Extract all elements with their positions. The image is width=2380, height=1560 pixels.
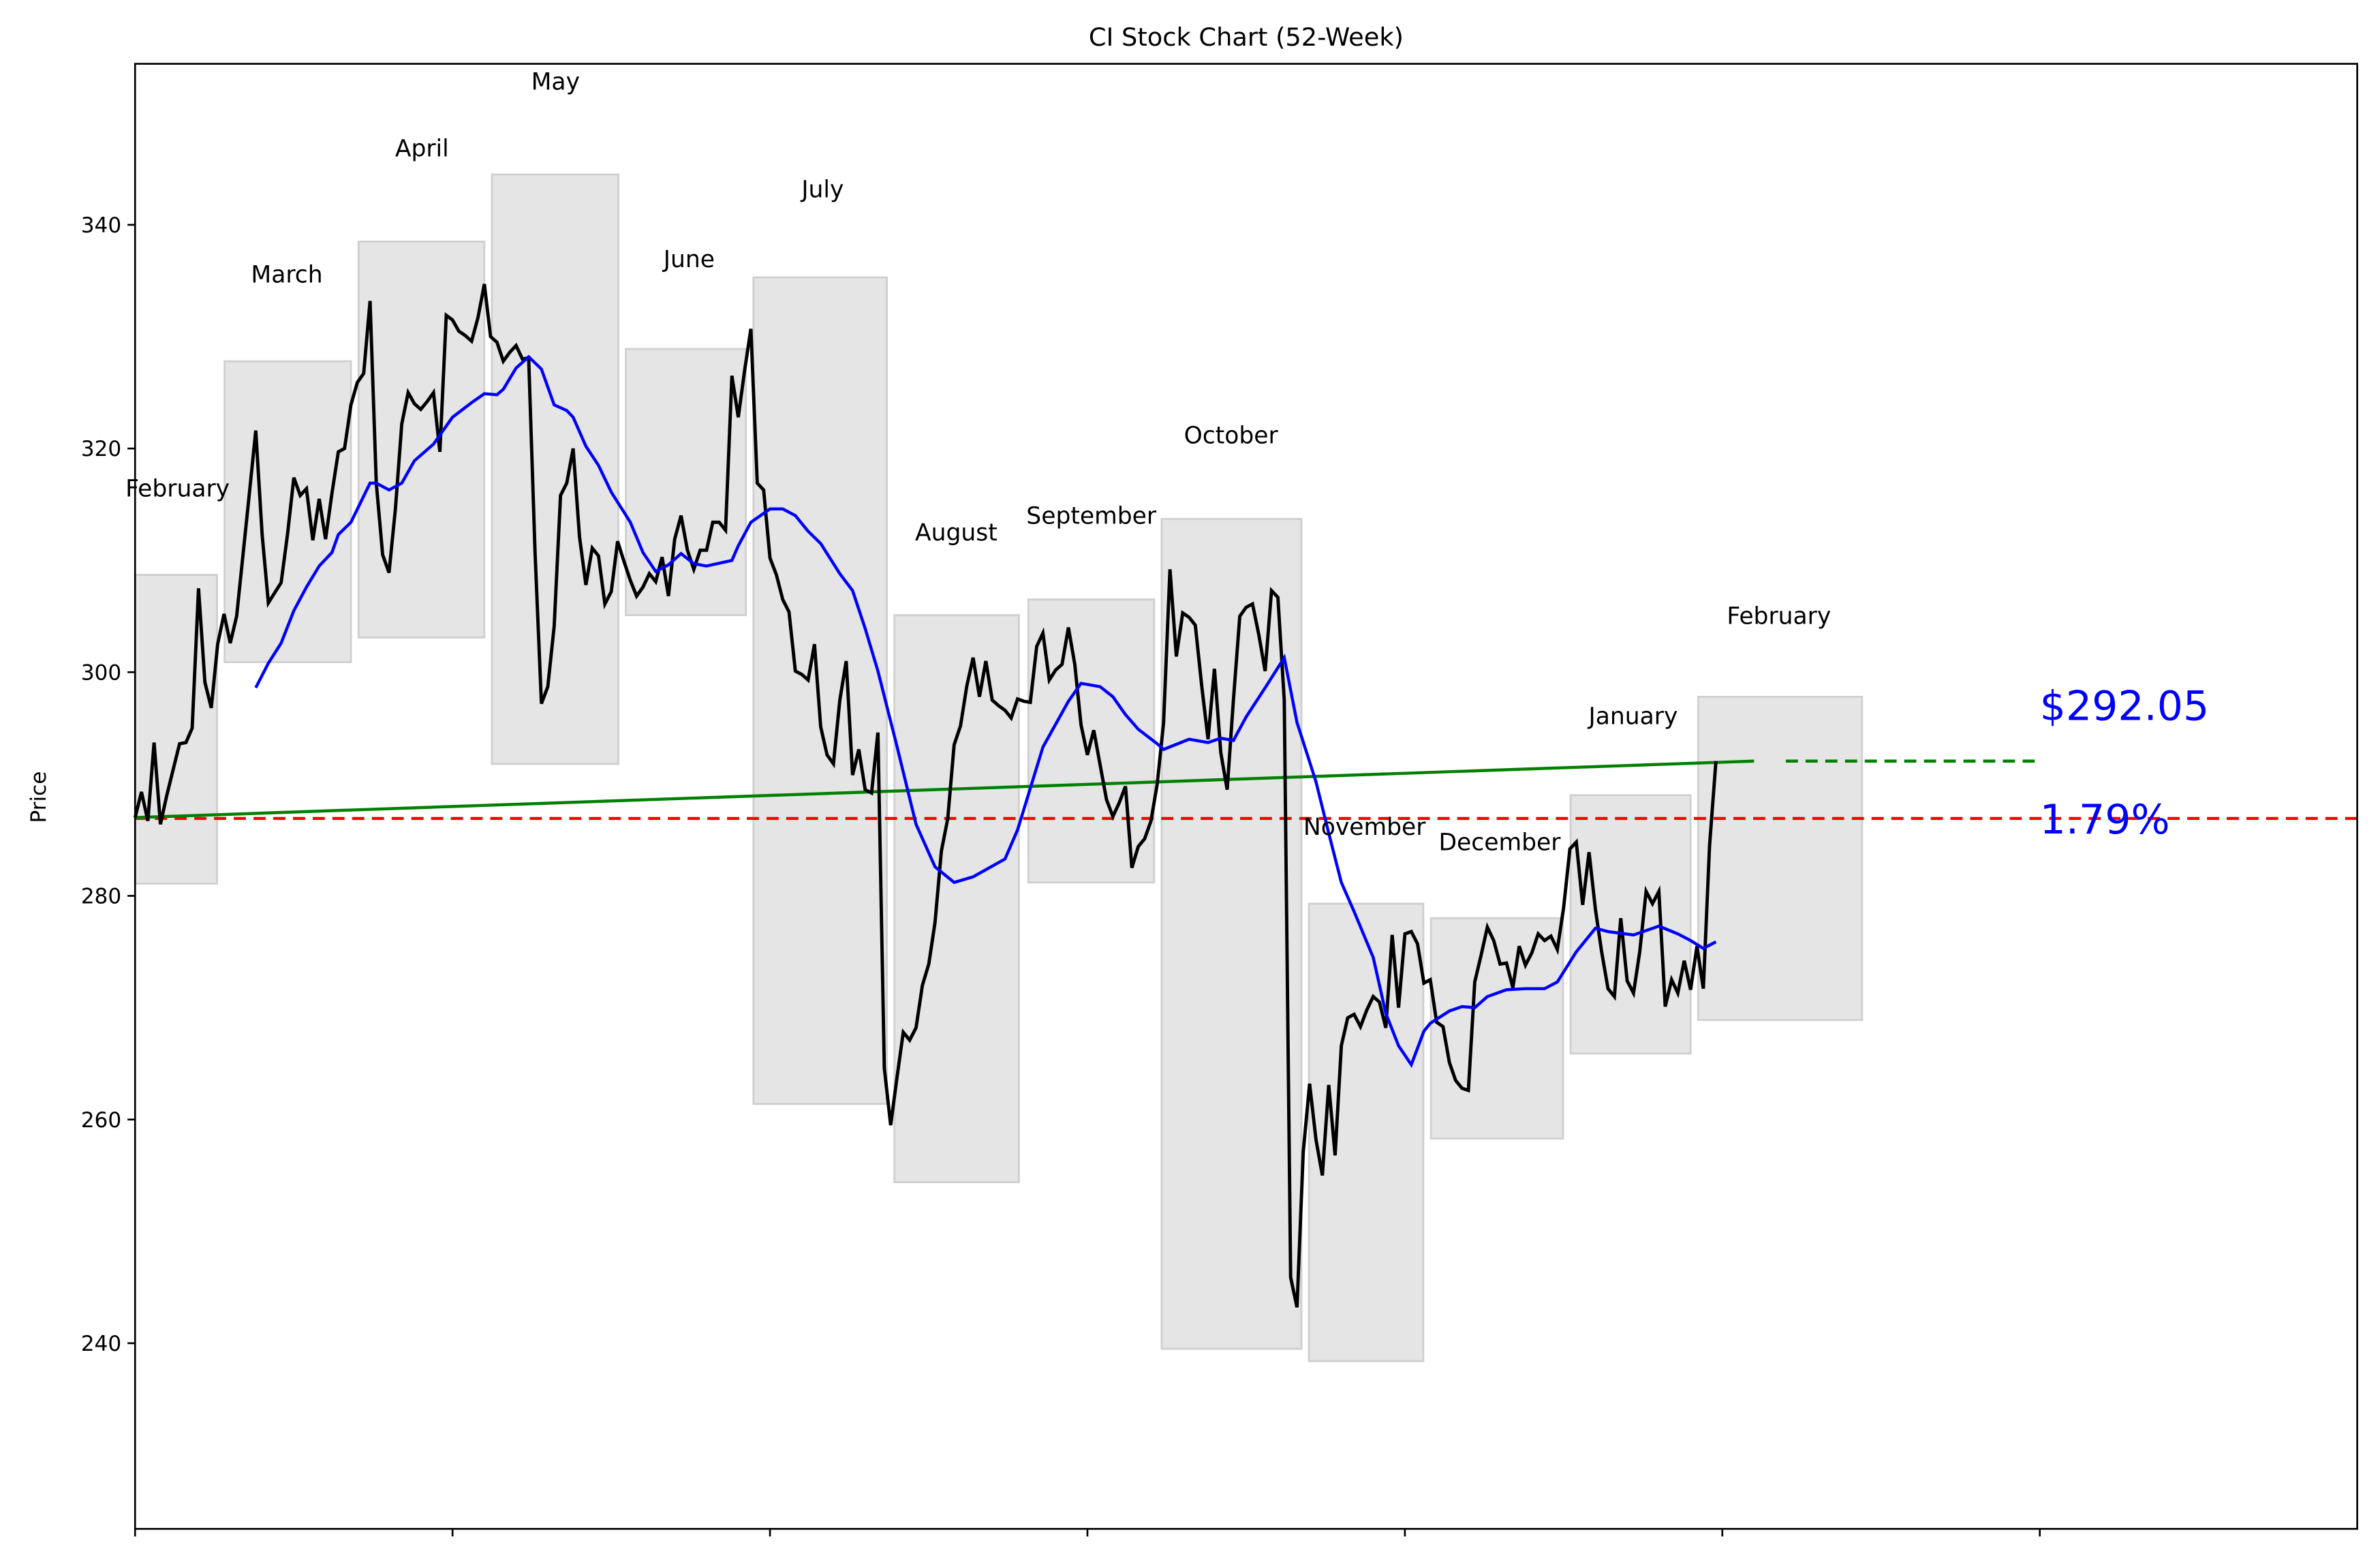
y-tick-label: 320 (81, 437, 121, 461)
month-label: November (1303, 814, 1426, 841)
month-range-box (1697, 695, 1864, 1022)
current-price-annotation: $292.05 (2040, 683, 2210, 731)
month-range-box (1569, 794, 1692, 1055)
month-range-box (357, 241, 486, 639)
month-range-box (491, 173, 619, 765)
y-tick-label: 240 (81, 1332, 121, 1356)
month-label: June (662, 246, 715, 273)
close-price-line (133, 284, 1718, 1308)
month-range-box (223, 360, 352, 663)
month-range-box (893, 614, 1020, 1184)
month-range-boxes (134, 173, 1864, 1362)
month-range-box (1160, 518, 1303, 1350)
month-label: August (915, 519, 998, 547)
month-label: July (800, 177, 844, 204)
month-label: February (1727, 603, 1831, 630)
month-range-box (1027, 598, 1156, 884)
month-range-box (752, 276, 888, 1105)
month-label: April (395, 135, 449, 162)
month-labels: February March April May June July August Septe… (125, 68, 1831, 856)
month-range-box (134, 574, 218, 885)
y-axis: 240 260 280 300 320 340 (81, 213, 136, 1356)
series-lines (133, 284, 2358, 1308)
percent-change-annotation: 1.79% (2040, 796, 2170, 844)
plot-area-frame (134, 63, 2358, 1530)
moving-average-line (254, 354, 1717, 1069)
month-label: December (1438, 829, 1561, 857)
y-tick-label: 260 (81, 1108, 121, 1133)
y-tick-label: 340 (81, 213, 121, 238)
month-label: October (1184, 423, 1279, 450)
month-range-box (1308, 902, 1425, 1362)
month-label: February (125, 475, 230, 502)
y-tick-label: 300 (81, 660, 121, 685)
y-tick-label: 280 (81, 885, 121, 909)
x-axis (134, 1529, 2041, 1537)
month-label: May (531, 68, 580, 95)
month-label: March (251, 261, 322, 288)
month-label: September (1026, 503, 1157, 530)
y-axis-label: Price (27, 771, 51, 823)
trend-line (135, 759, 1755, 819)
month-label: January (1588, 703, 1678, 731)
chart-title: CI Stock Chart (52-Week) (1089, 22, 1404, 52)
